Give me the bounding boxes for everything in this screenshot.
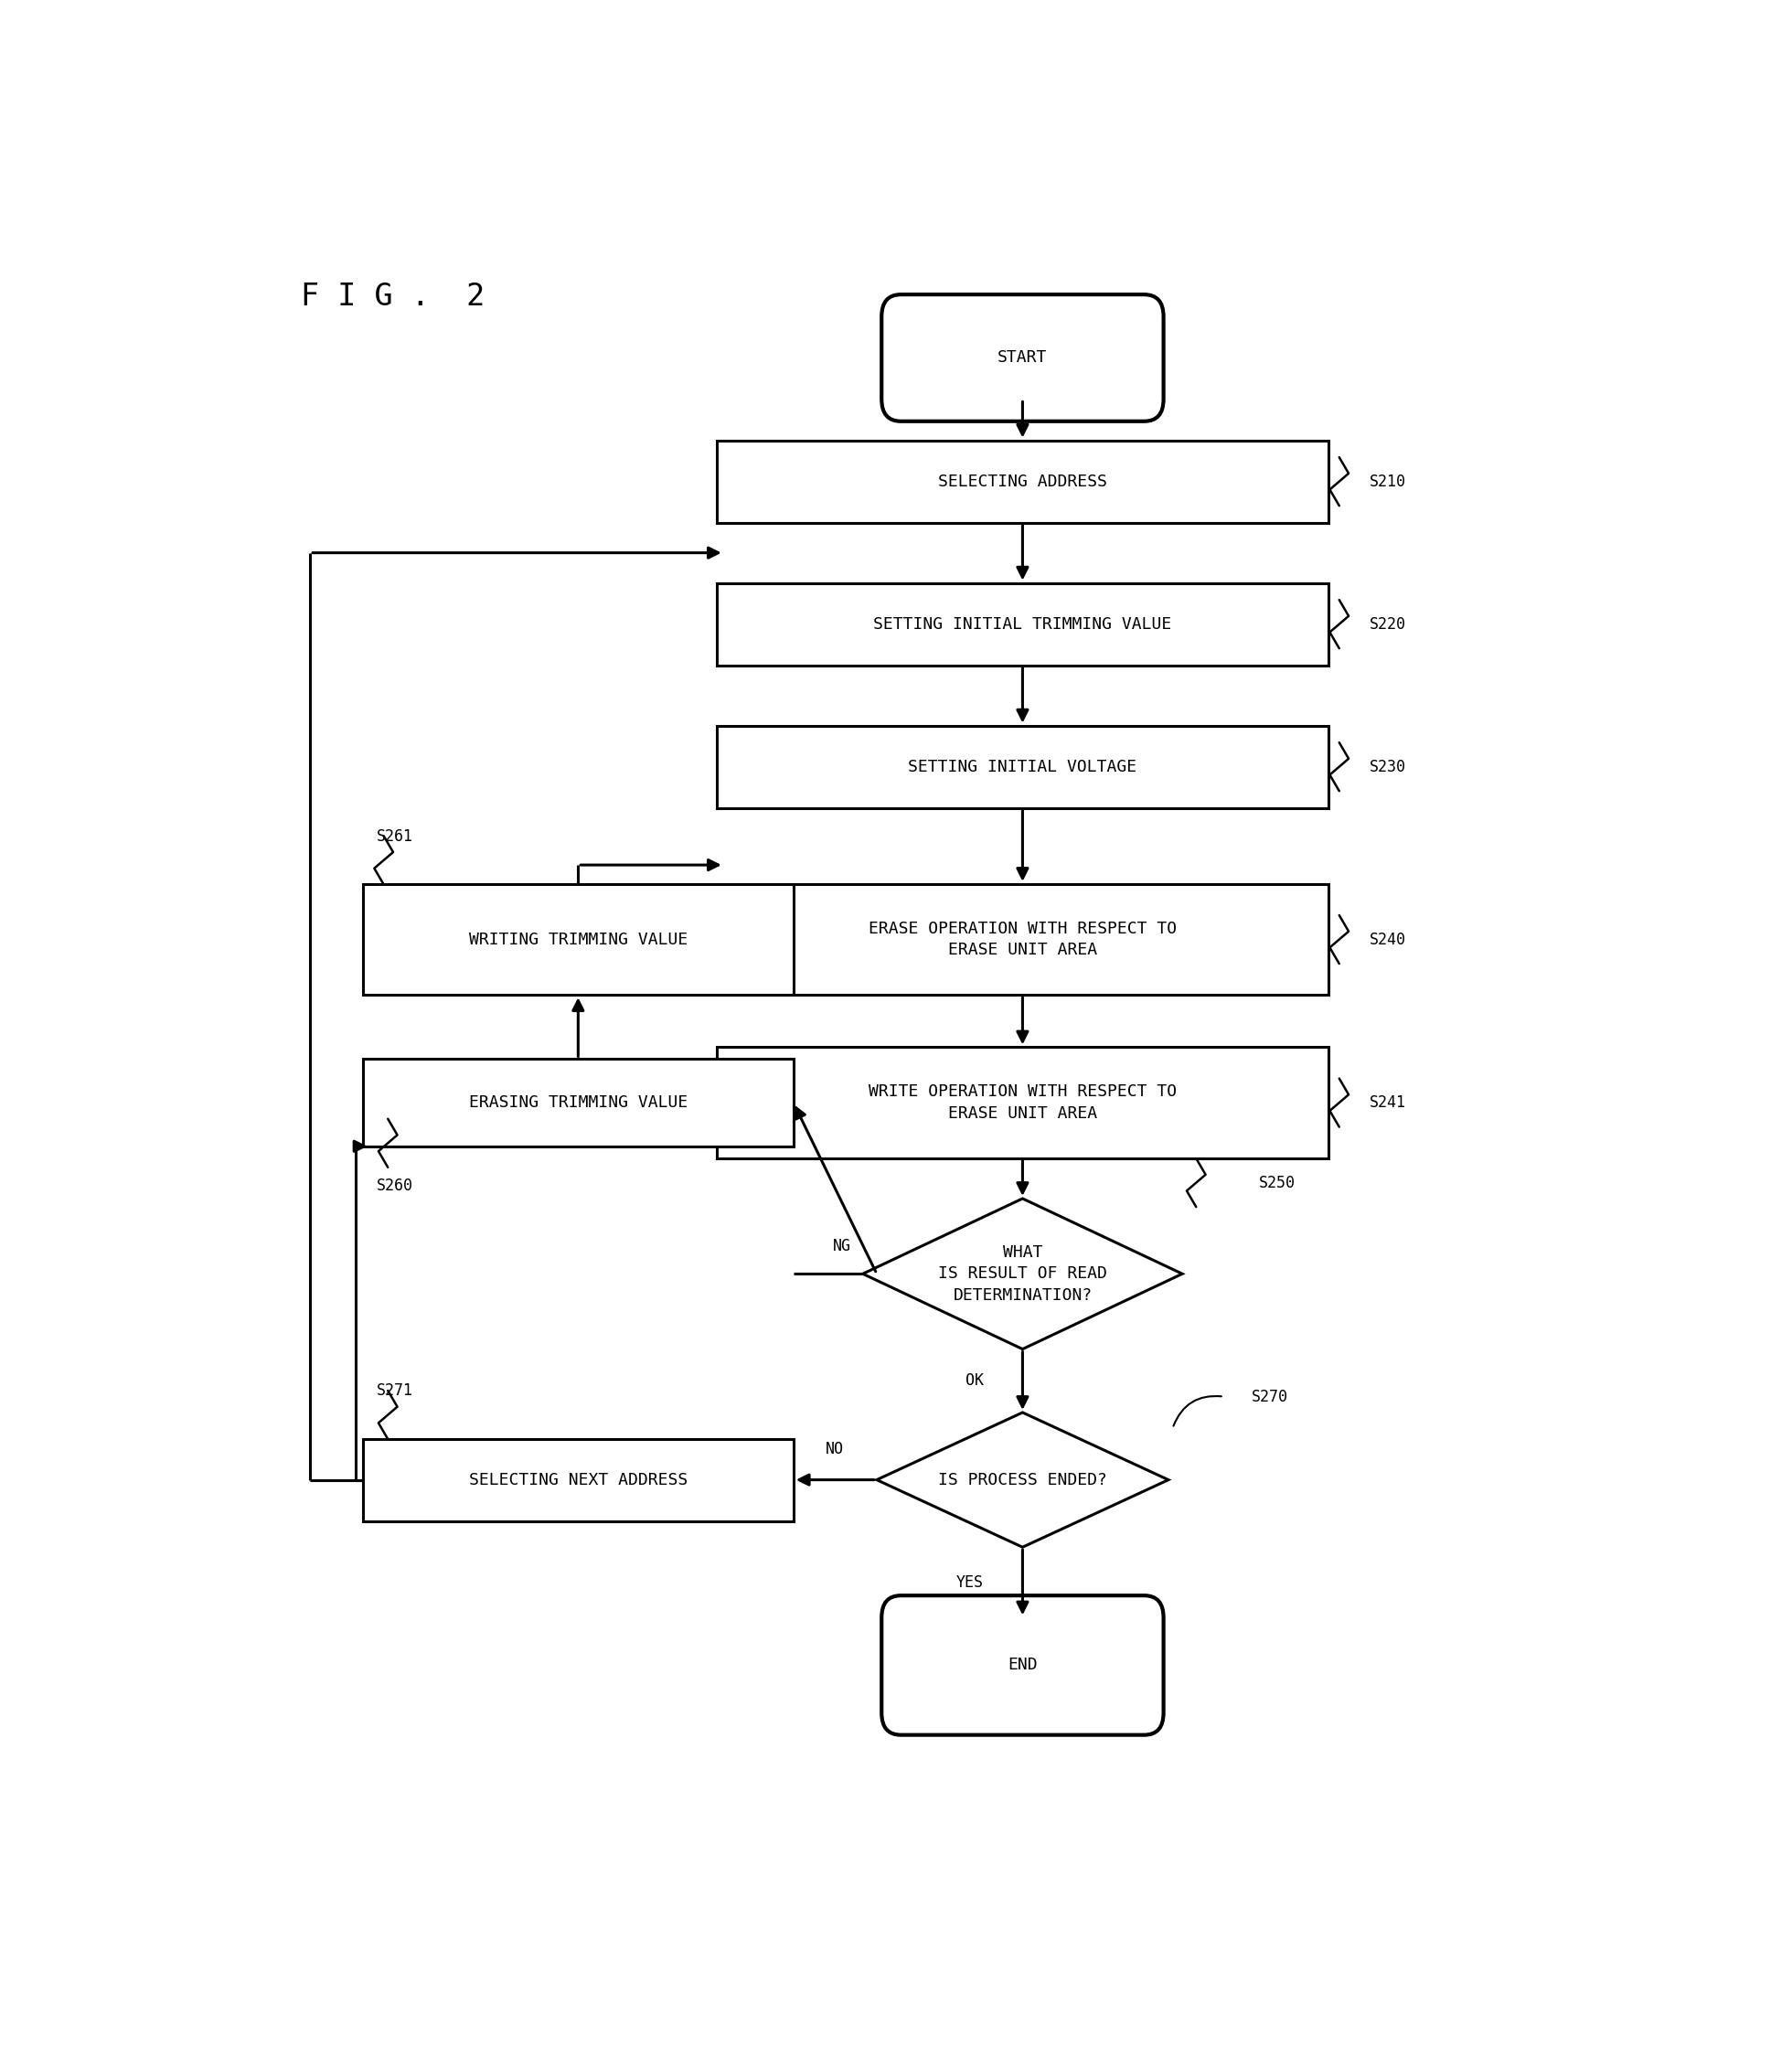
Text: S230: S230 [1369,759,1407,776]
Text: START: START [998,350,1047,366]
Text: WRITING TRIMMING VALUE: WRITING TRIMMING VALUE [470,930,688,947]
Text: S241: S241 [1369,1095,1407,1111]
Text: SELECTING NEXT ADDRESS: SELECTING NEXT ADDRESS [470,1471,688,1488]
Text: NG: NG [833,1239,851,1255]
Bar [362,885,794,994]
FancyBboxPatch shape [882,294,1163,422]
Text: WHAT
IS RESULT OF READ
DETERMINATION?: WHAT IS RESULT OF READ DETERMINATION? [937,1243,1107,1303]
Bar [362,1060,794,1146]
Text: NO: NO [826,1441,844,1457]
Text: SETTING INITIAL TRIMMING VALUE: SETTING INITIAL TRIMMING VALUE [873,615,1172,632]
Text: SETTING INITIAL VOLTAGE: SETTING INITIAL VOLTAGE [909,759,1136,776]
Text: SELECTING ADDRESS: SELECTING ADDRESS [937,473,1107,490]
Text: IS PROCESS ENDED?: IS PROCESS ENDED? [937,1471,1107,1488]
Bar [362,1439,794,1521]
Text: WRITE OPERATION WITH RESPECT TO
ERASE UNIT AREA: WRITE OPERATION WITH RESPECT TO ERASE UN… [869,1085,1177,1122]
FancyBboxPatch shape [882,1595,1163,1735]
Text: S250: S250 [1258,1175,1296,1192]
Text: S260: S260 [376,1177,414,1194]
Text: YES: YES [957,1574,984,1591]
Bar [717,1048,1328,1159]
Text: S271: S271 [376,1383,414,1399]
Text: S261: S261 [376,827,414,844]
Text: ERASING TRIMMING VALUE: ERASING TRIMMING VALUE [470,1095,688,1111]
Bar [717,440,1328,523]
Bar [717,726,1328,809]
Bar [717,582,1328,665]
Text: S210: S210 [1369,473,1407,490]
Text: ERASE OPERATION WITH RESPECT TO
ERASE UNIT AREA: ERASE OPERATION WITH RESPECT TO ERASE UN… [869,920,1177,959]
Text: F I G .  2: F I G . 2 [301,282,484,313]
Text: S270: S270 [1251,1389,1288,1406]
Polygon shape [876,1412,1168,1548]
Polygon shape [862,1198,1183,1350]
Text: S240: S240 [1369,930,1407,947]
Text: END: END [1007,1657,1038,1673]
Text: S220: S220 [1369,615,1407,632]
Bar [717,885,1328,994]
Text: OK: OK [966,1373,984,1389]
